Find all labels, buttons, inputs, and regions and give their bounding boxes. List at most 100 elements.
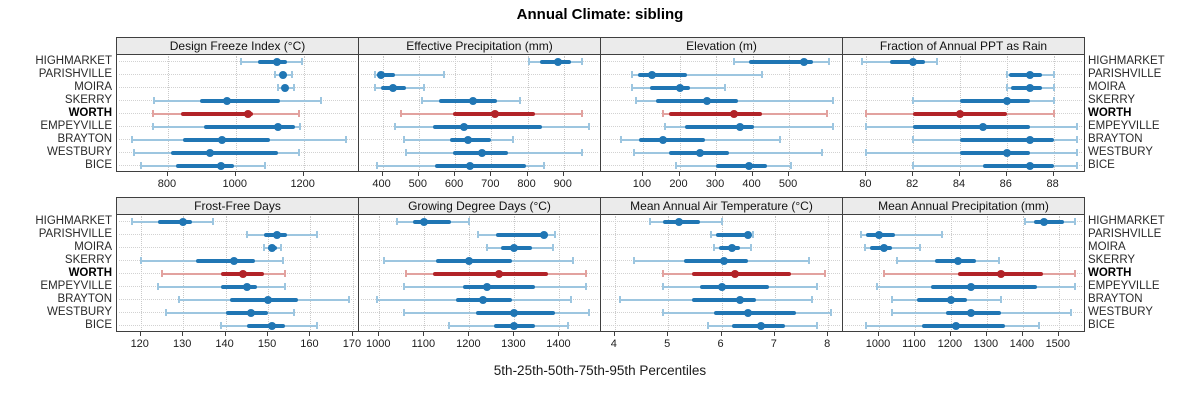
panel-strip-growing-degree-days-c: Growing Degree Days (°C)	[358, 197, 601, 215]
axis-tick	[678, 172, 680, 176]
panel-strip-frost-free-days: Frost-Free Days	[116, 197, 359, 215]
ylabel-right-moira-band0: MOIRA	[1088, 81, 1126, 93]
bar-25-75-bice	[176, 163, 235, 168]
axis-tick-label: 1000	[865, 338, 891, 350]
median-dot-highmarket	[1040, 217, 1049, 226]
axis-tick	[139, 332, 141, 336]
axis-tick	[1005, 172, 1007, 176]
ylabel-left-skerry-band1: SKERRY	[64, 254, 112, 266]
axis-tick	[378, 332, 380, 336]
cap-95th-worth	[297, 110, 300, 117]
ylabel-right-brayton-band1: BRAYTON	[1088, 293, 1143, 305]
cap-5th-brayton	[890, 296, 893, 303]
bar-25-75-empeyville	[462, 284, 535, 289]
bar-25-75-worth	[668, 111, 762, 116]
median-dot-highmarket	[179, 217, 188, 226]
axis-tick	[773, 332, 775, 336]
axis-tick-label: 88	[1046, 178, 1059, 190]
cap-95th-highmarket	[300, 58, 303, 65]
cap-95th-worth	[580, 110, 583, 117]
median-dot-moira	[1026, 83, 1035, 92]
cap-5th-highmarket	[528, 58, 531, 65]
axis-tick	[865, 172, 867, 176]
median-dot-moira	[281, 83, 290, 92]
axis-tick	[267, 332, 269, 336]
axis-tick	[715, 172, 717, 176]
cap-5th-highmarket	[648, 218, 651, 225]
cap-5th-empeyville	[403, 283, 406, 290]
cap-5th-moira	[486, 244, 489, 251]
bar-25-75-parishville	[1009, 72, 1042, 77]
axis-tick	[454, 172, 456, 176]
bar-25-75-skerry	[435, 258, 513, 263]
gridline-horizontal-moira	[845, 87, 1082, 88]
bar-25-75-empeyville	[684, 124, 755, 129]
cap-95th-bice	[1038, 322, 1041, 329]
bar-25-75-brayton	[692, 297, 757, 302]
cap-5th-highmarket	[239, 58, 242, 65]
ylabel-left-parishville-band1: PARISHVILLE	[38, 228, 112, 240]
cap-95th-highmarket	[935, 58, 938, 65]
cap-95th-westbury	[1070, 309, 1073, 316]
cap-5th-westbury	[632, 149, 635, 156]
median-dot-parishville	[539, 230, 548, 239]
ylabel-right-empeyville-band1: EMPEYVILLE	[1088, 280, 1160, 292]
ylabel-left-skerry-band0: SKERRY	[64, 94, 112, 106]
cap-95th-bice	[263, 162, 266, 169]
bar-25-75-worth	[692, 271, 791, 276]
ylabel-right-worth-band1: WORTH	[1088, 267, 1132, 279]
cap-95th-highmarket	[1074, 218, 1076, 225]
cap-5th-bice	[674, 162, 677, 169]
bar-25-75-highmarket	[157, 219, 192, 224]
cap-95th-westbury	[297, 149, 300, 156]
cap-5th-bice	[376, 162, 379, 169]
ylabel-right-parishville-band1: PARISHVILLE	[1088, 228, 1162, 240]
axis-tick	[234, 172, 236, 176]
median-dot-worth	[730, 109, 739, 118]
ylabel-left-moira-band1: MOIRA	[74, 241, 112, 253]
cap-5th-parishville	[1005, 71, 1008, 78]
cap-5th-parishville	[477, 231, 480, 238]
bar-25-75-moira	[650, 85, 691, 90]
cap-5th-moira	[374, 84, 377, 91]
ylabel-right-brayton-band0: BRAYTON	[1088, 133, 1143, 145]
ylabel-right-moira-band1: MOIRA	[1088, 241, 1126, 253]
bar-25-75-brayton	[959, 137, 1054, 142]
axis-tick	[751, 172, 753, 176]
median-dot-worth	[238, 269, 247, 278]
cap-5th-empeyville	[663, 123, 666, 130]
bar-25-75-parishville	[637, 72, 687, 77]
bar-25-75-westbury	[713, 310, 797, 315]
cap-5th-brayton	[620, 136, 623, 143]
cap-5th-parishville	[374, 71, 377, 78]
ylabel-left-worth-band0: WORTH	[68, 107, 112, 119]
gridline-horizontal-parishville	[361, 74, 598, 75]
cap-5th-skerry	[382, 257, 385, 264]
axis-tick	[423, 332, 425, 336]
ylabel-left-empeyville-band0: EMPEYVILLE	[40, 120, 112, 132]
cap-95th-empeyville	[588, 123, 591, 130]
median-dot-westbury	[744, 308, 753, 317]
cap-5th-worth	[160, 270, 163, 277]
axis-tick-label: 170	[342, 338, 362, 350]
gridline-horizontal-moira	[845, 247, 1082, 248]
median-dot-skerry	[1002, 96, 1011, 105]
axis-tick	[641, 172, 643, 176]
cap-5th-westbury	[661, 309, 664, 316]
panel-growing-degree-days-c	[358, 215, 601, 332]
ylabel-right-bice-band0: BICE	[1088, 159, 1115, 171]
cap-95th-moira	[749, 244, 752, 251]
cap-95th-moira	[919, 244, 922, 251]
panel-strip-effective-precipitation-mm: Effective Precipitation (mm)	[358, 37, 601, 55]
panel-strip-mean-annual-precipitation-mm: Mean Annual Precipitation (mm)	[842, 197, 1085, 215]
gridline-horizontal-highmarket	[119, 221, 356, 222]
axis-tick-label: 1300	[973, 338, 999, 350]
cap-5th-brayton	[619, 296, 622, 303]
bar-25-75-highmarket	[748, 59, 813, 64]
cap-95th-skerry	[1052, 97, 1055, 104]
gridline-horizontal-parishville	[845, 234, 1082, 235]
ylabel-right-empeyville-band0: EMPEYVILLE	[1088, 120, 1160, 132]
axis-tick-label: 150	[257, 338, 277, 350]
axis-tick	[490, 172, 492, 176]
